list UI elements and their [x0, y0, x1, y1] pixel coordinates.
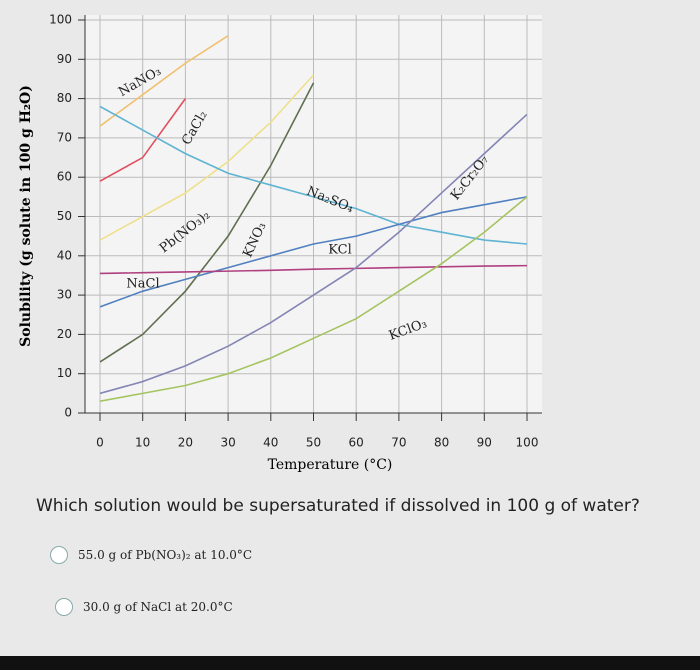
x-tick-label: 50 [306, 436, 321, 450]
x-tick-label: 40 [263, 436, 278, 450]
curve [100, 98, 187, 182]
x-tick-label: 80 [434, 436, 449, 450]
x-tick-label: 60 [349, 436, 364, 450]
x-axis-label: Temperature (°C) [268, 457, 393, 473]
curve [100, 105, 527, 245]
radio-button[interactable] [50, 546, 68, 564]
option[interactable]: 55.0 g of Pb(NO₃)₂ at 10.0°C [50, 546, 252, 564]
screen-edge [0, 656, 700, 670]
x-tick-label: 0 [96, 436, 104, 450]
y-tick-label: 80 [57, 91, 72, 105]
chart: Temperature (°C) Solubility (g solute in… [18, 13, 542, 473]
y-tick-label: 20 [57, 327, 72, 341]
radio-button[interactable] [55, 598, 73, 616]
curve [100, 113, 527, 395]
y-tick-label: 40 [57, 248, 72, 262]
y-tick-label: 50 [57, 209, 72, 223]
x-tick-label: 70 [391, 436, 406, 450]
y-tick-label: 30 [57, 288, 72, 302]
option-text: 55.0 g of Pb(NO₃)₂ at 10.0°C [78, 548, 253, 562]
x-tick-label: 30 [220, 436, 235, 450]
curve [100, 264, 527, 275]
y-tick-label: 0 [64, 406, 72, 420]
curve [100, 196, 527, 308]
curves [100, 35, 527, 402]
curve [100, 35, 229, 127]
y-tick-label: 90 [57, 52, 72, 66]
y-tick-label: 100 [49, 13, 72, 27]
curve [100, 82, 315, 363]
question: Which solution would be supersaturated i… [36, 496, 640, 516]
curve [100, 196, 527, 402]
option-text: 30.0 g of NaCl at 20.0°C [83, 600, 233, 614]
y-tick-label: 10 [57, 366, 72, 380]
curve-label: KCl [328, 243, 351, 258]
y-tick-label: 70 [57, 130, 72, 144]
x-tick-label: 20 [178, 436, 193, 450]
curve [100, 74, 315, 241]
x-tick-label: 100 [516, 436, 539, 450]
y-axis-label: Solubility (g solute in 100 g H₂O) [18, 85, 34, 347]
option[interactable]: 30.0 g of NaCl at 20.0°C [55, 598, 233, 616]
y-tick-label: 60 [57, 170, 72, 184]
x-tick-label: 10 [135, 436, 150, 450]
curve-label: NaCl [126, 277, 159, 292]
x-tick-label: 90 [477, 436, 492, 450]
